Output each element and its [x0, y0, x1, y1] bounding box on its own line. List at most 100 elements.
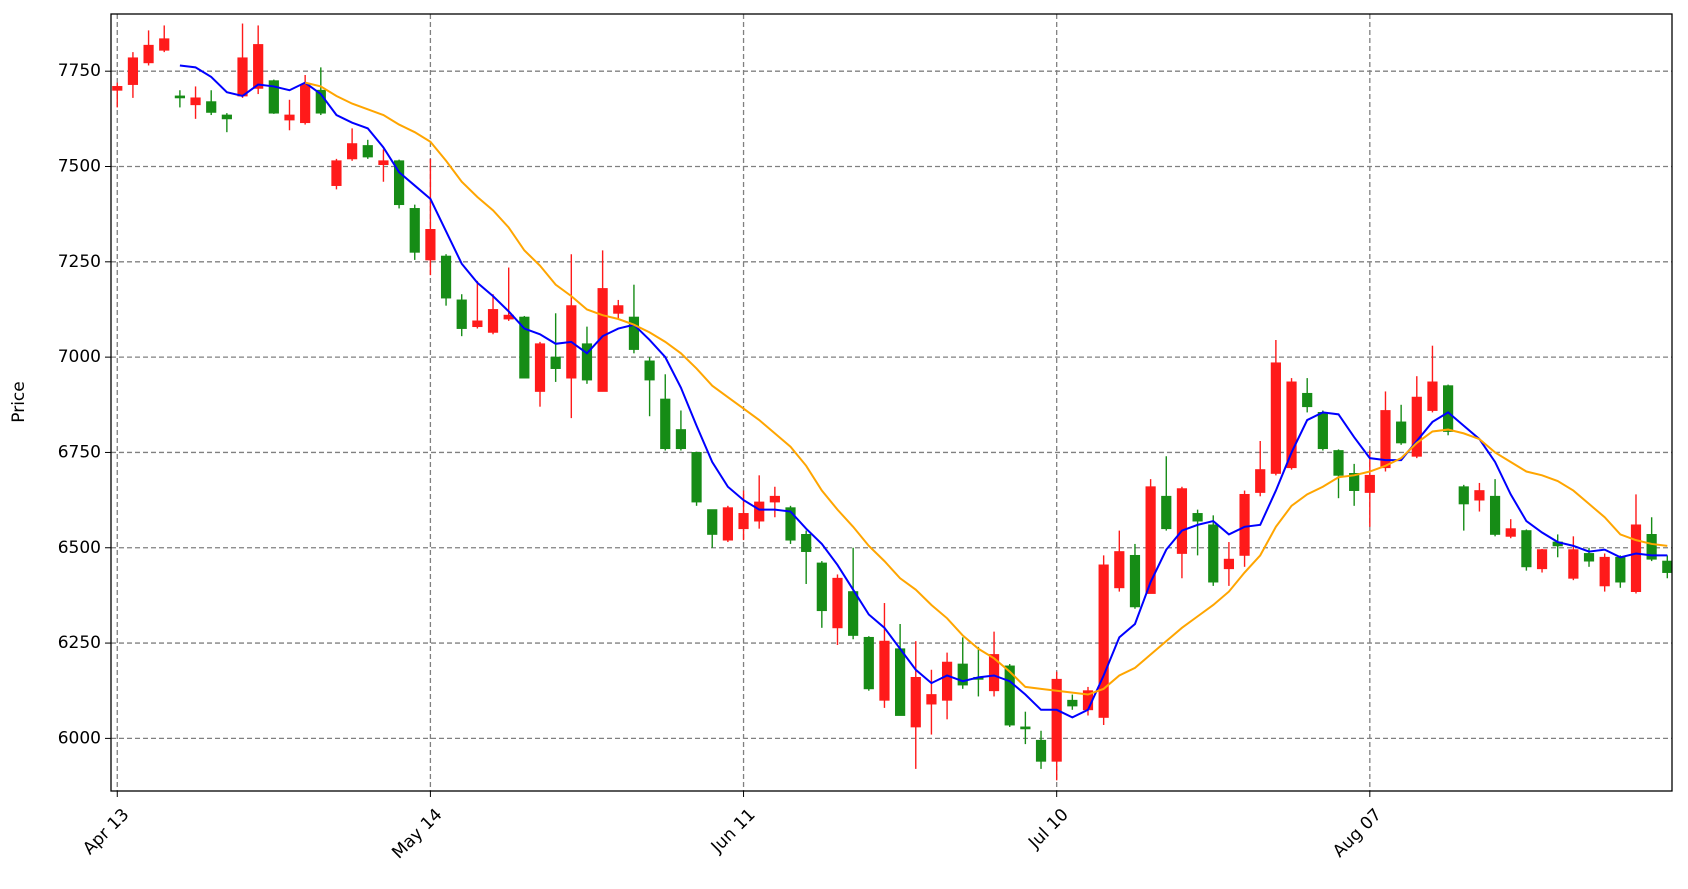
candle-body	[1161, 495, 1172, 530]
candle-body	[1458, 486, 1469, 505]
candle-body	[159, 38, 170, 51]
candle-body	[754, 501, 765, 522]
candle-body	[300, 84, 311, 124]
candle-body	[1302, 392, 1313, 408]
candle-body	[1270, 362, 1281, 474]
candle-body	[1521, 530, 1532, 568]
candle-body	[456, 299, 467, 329]
y-tick-label: 6500	[58, 538, 101, 558]
candle-body	[1145, 486, 1156, 594]
candle-body	[1443, 385, 1454, 432]
candle-body	[127, 57, 139, 85]
candle-body	[691, 452, 702, 503]
candle-body	[347, 143, 358, 160]
candle-body	[1411, 396, 1422, 457]
moving-average-line	[179, 64, 1668, 719]
y-tick-label: 6750	[58, 442, 101, 462]
candle-body	[1098, 564, 1109, 718]
candle-body	[1239, 493, 1250, 556]
candle-body	[644, 360, 655, 381]
candle-body	[926, 694, 937, 705]
candle-body	[1255, 469, 1266, 493]
candle-body	[863, 636, 874, 690]
candle-body	[581, 343, 593, 381]
candle-body	[1380, 410, 1391, 469]
candle-body	[253, 44, 264, 89]
candle-body	[143, 44, 154, 64]
candle-body	[628, 316, 640, 350]
candle-body	[738, 513, 749, 530]
candle-body	[1662, 560, 1673, 573]
candle-body	[957, 663, 968, 686]
candle-body	[1646, 534, 1657, 560]
candle-body	[1129, 554, 1141, 608]
y-tick-label: 7000	[58, 347, 101, 367]
y-tick-label: 6250	[58, 633, 101, 653]
candle-body	[378, 160, 389, 165]
candle-body	[769, 495, 780, 503]
candle-body	[1489, 495, 1501, 535]
candle-body	[1583, 553, 1595, 562]
candle-body	[1208, 524, 1219, 583]
candle-body	[112, 86, 123, 91]
candle-body	[1223, 558, 1235, 570]
candle-body	[487, 309, 499, 333]
x-tick-label: Jun 11	[707, 805, 760, 858]
candle-body	[1004, 665, 1015, 726]
candle-body	[393, 160, 405, 206]
candle-body	[941, 661, 953, 701]
candle-body	[534, 343, 546, 392]
x-tick-label: Apr 13	[79, 805, 133, 859]
candle-body	[1067, 699, 1078, 707]
candle-body	[284, 114, 295, 121]
y-tick-label: 6000	[58, 728, 101, 748]
candle-body	[237, 57, 248, 97]
candle-body	[1286, 381, 1297, 469]
candle-body	[440, 255, 452, 299]
candle-body	[1035, 739, 1047, 762]
candle-body	[722, 507, 733, 541]
y-tick-label: 7750	[58, 61, 101, 81]
moving-average-line	[304, 81, 1668, 696]
candle-body	[1536, 549, 1548, 570]
candle-body	[331, 160, 342, 186]
candle-body	[816, 562, 827, 612]
candle-body	[988, 654, 1000, 692]
candle-body	[519, 316, 530, 379]
candle-body	[1020, 726, 1031, 730]
candle-body	[268, 80, 279, 114]
candle-body	[1599, 556, 1610, 587]
plot-frame	[110, 13, 1673, 792]
candle-body	[362, 145, 373, 158]
x-tick-label: May 14	[388, 805, 446, 863]
candle-body	[221, 114, 232, 120]
candle-body	[409, 208, 420, 253]
candle-body	[675, 429, 687, 450]
candle-body	[1333, 450, 1344, 476]
candle-body	[1568, 549, 1579, 579]
candle-body	[660, 398, 671, 450]
candle-body	[1192, 513, 1203, 522]
x-tick-label: Aug 07	[1329, 805, 1386, 862]
candle-body	[425, 229, 436, 261]
candle-body	[879, 640, 890, 701]
candle-body	[910, 676, 921, 728]
x-tick-label: Jul 10	[1024, 805, 1072, 853]
y-axis-label: Price	[9, 381, 29, 422]
y-tick-label: 7500	[58, 157, 101, 177]
candle-body	[785, 507, 796, 541]
candle-body	[1505, 528, 1516, 537]
candle-body	[801, 534, 812, 552]
candle-body	[1317, 412, 1328, 450]
candle-body	[832, 577, 843, 629]
candle-body	[1176, 488, 1188, 554]
candle-body	[1427, 381, 1438, 411]
candle-body	[895, 648, 906, 716]
candle-body	[613, 305, 624, 314]
candle-body	[1630, 524, 1642, 593]
candle-body	[206, 101, 217, 113]
candle-body	[1114, 551, 1125, 589]
candle-body	[1051, 678, 1062, 762]
candle-body	[550, 356, 561, 369]
